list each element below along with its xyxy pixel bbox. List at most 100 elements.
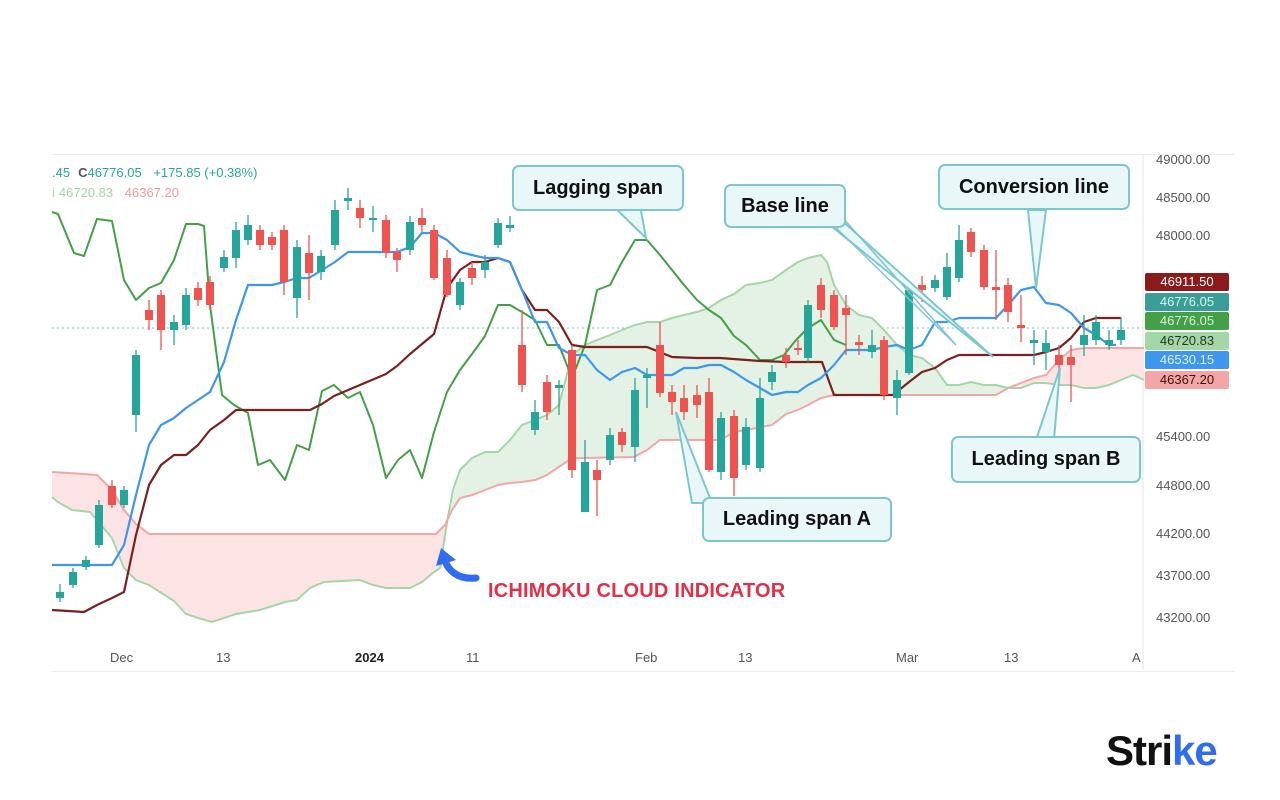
candlestick bbox=[893, 370, 901, 415]
ichimoku-annotation: ICHIMOKU CLOUD INDICATOR bbox=[488, 580, 786, 602]
cloud-segment bbox=[672, 318, 675, 440]
cloud-segment bbox=[780, 274, 783, 419]
cloud-segment bbox=[1082, 348, 1085, 388]
cloud-segment bbox=[906, 352, 909, 395]
cloud-segment bbox=[968, 382, 971, 395]
cloud-segment bbox=[962, 384, 965, 395]
x-tick-label: 13 bbox=[738, 650, 753, 665]
cloud-segment bbox=[146, 531, 149, 584]
cloud-segment bbox=[456, 481, 459, 504]
x-tick-label: Feb bbox=[635, 650, 658, 665]
cloud-segment bbox=[776, 277, 779, 422]
cloud-segment bbox=[926, 361, 929, 395]
candlestick bbox=[120, 486, 128, 508]
callout-leading-span-b-label: Leading span B bbox=[971, 448, 1121, 470]
candlestick bbox=[531, 400, 539, 435]
callout-lagging-span-label: Lagging span bbox=[533, 177, 663, 199]
cloud-segment bbox=[72, 473, 75, 510]
cloud-segment bbox=[248, 534, 251, 612]
cloud-segment bbox=[1042, 376, 1045, 383]
cloud-segment bbox=[714, 304, 717, 440]
cloud-segment bbox=[276, 534, 279, 605]
cloud-segment bbox=[348, 534, 351, 581]
cloud-segment bbox=[430, 534, 433, 576]
cloud-segment bbox=[202, 534, 205, 620]
cloud-segment bbox=[708, 308, 711, 440]
cloud-segment bbox=[88, 474, 91, 512]
cloud-segment bbox=[154, 534, 157, 589]
cloud-segment bbox=[1048, 372, 1051, 384]
callout-leading-span-a: Leading span A bbox=[702, 497, 892, 542]
cloud-segment bbox=[180, 534, 183, 608]
cloud-segment bbox=[694, 312, 697, 440]
cloud-segment bbox=[520, 427, 523, 483]
candlestick bbox=[382, 215, 390, 258]
cloud-segment bbox=[500, 450, 503, 485]
candlestick bbox=[868, 330, 876, 358]
cloud-segment bbox=[918, 357, 921, 395]
logo-accent: ke bbox=[1172, 727, 1218, 774]
cloud-segment bbox=[298, 534, 301, 600]
cloud-segment bbox=[1102, 348, 1105, 387]
cloud-segment bbox=[956, 385, 959, 395]
cloud-segment bbox=[758, 283, 761, 428]
cloud-segment bbox=[296, 534, 299, 601]
cloud-segment bbox=[876, 322, 879, 395]
price-tag: 46776.05 bbox=[1145, 293, 1229, 311]
cloud-segment bbox=[316, 534, 319, 586]
cloud-segment bbox=[170, 534, 173, 599]
cloud-segment bbox=[878, 324, 881, 395]
cloud-segment bbox=[978, 383, 981, 395]
cloud-segment bbox=[958, 385, 961, 395]
cloud-segment bbox=[622, 330, 625, 458]
cloud-segment bbox=[698, 311, 701, 440]
cloud-segment bbox=[584, 345, 587, 458]
cloud-segment bbox=[416, 534, 419, 585]
cloud-segment bbox=[158, 534, 161, 591]
cloud-segment bbox=[548, 414, 551, 475]
cloud-segment bbox=[628, 327, 631, 458]
candlestick bbox=[992, 250, 1000, 320]
cloud-segment bbox=[346, 534, 349, 581]
cloud-segment bbox=[604, 337, 607, 458]
cloud-segment bbox=[1044, 375, 1047, 383]
cloud-segment bbox=[1060, 359, 1063, 385]
cloud-segment bbox=[1122, 348, 1125, 380]
cloud-segment bbox=[542, 417, 545, 478]
cloud-segment bbox=[162, 534, 165, 594]
cloud-segment bbox=[468, 462, 471, 496]
cloud-segment bbox=[292, 534, 295, 601]
candlestick bbox=[344, 188, 352, 210]
candlestick bbox=[220, 250, 228, 272]
cloud-segment bbox=[434, 534, 437, 572]
cloud-segment bbox=[390, 534, 393, 588]
cloud-segment bbox=[728, 296, 731, 436]
cloud-segment bbox=[152, 534, 155, 587]
cloud-segment bbox=[436, 534, 439, 571]
cloud-segment bbox=[786, 270, 789, 414]
cloud-segment bbox=[680, 316, 683, 440]
curved-arrow-icon bbox=[436, 548, 480, 582]
cloud-segment bbox=[1066, 354, 1069, 385]
cloud-segment bbox=[980, 384, 983, 395]
cloud-segment bbox=[206, 534, 209, 621]
candlestick bbox=[768, 365, 776, 390]
cloud-segment bbox=[1076, 349, 1079, 387]
cloud-segment bbox=[498, 452, 501, 485]
cloud-segment bbox=[134, 521, 137, 578]
cloud-segment bbox=[1064, 355, 1067, 385]
cloud-segment bbox=[464, 466, 467, 497]
cloud-segment bbox=[1018, 384, 1021, 388]
cloud-segment bbox=[788, 268, 791, 414]
cloud-segment bbox=[112, 490, 115, 538]
cloud-segment bbox=[812, 257, 815, 403]
cloud-segment bbox=[822, 256, 825, 398]
cloud-segment bbox=[580, 348, 583, 458]
cloud-segment bbox=[492, 452, 495, 488]
price-tag: 46367.20 bbox=[1145, 371, 1229, 389]
cloud-segment bbox=[696, 312, 699, 440]
cloud-segment bbox=[216, 534, 219, 621]
candlestick bbox=[880, 336, 888, 400]
cloud-segment bbox=[532, 421, 535, 481]
cloud-segment bbox=[122, 506, 125, 563]
